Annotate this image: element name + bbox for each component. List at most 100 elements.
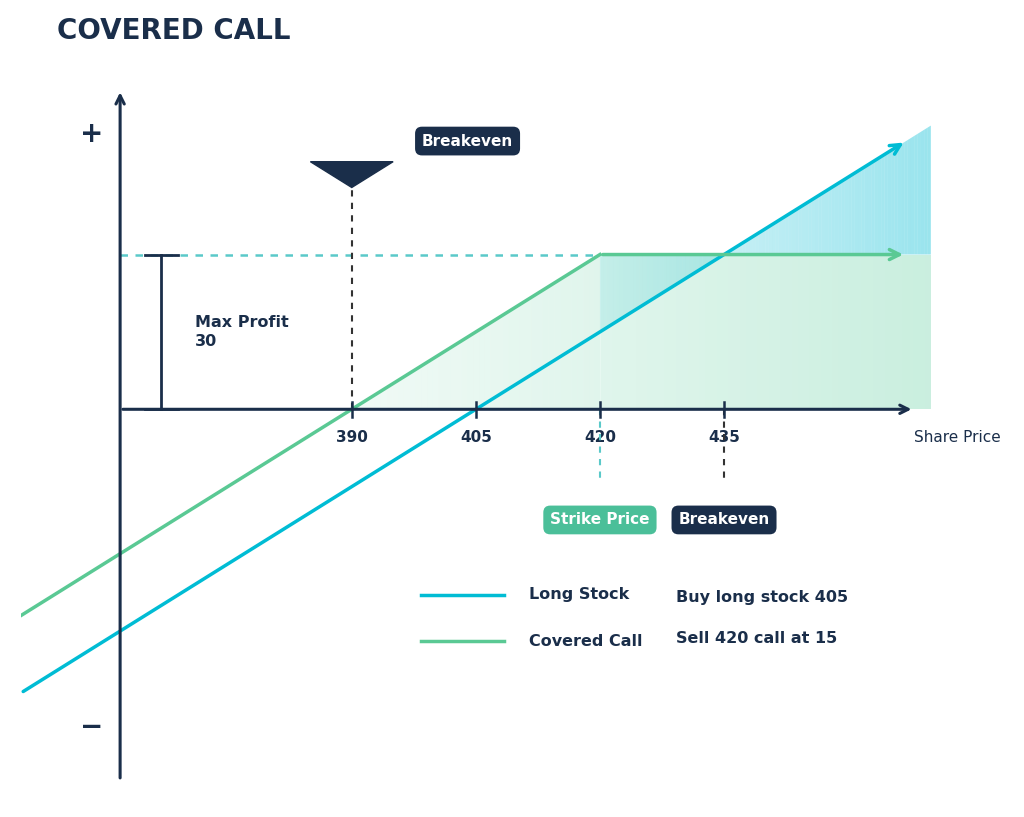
Polygon shape [802,204,805,255]
Polygon shape [864,165,868,255]
Polygon shape [913,255,920,409]
Polygon shape [732,248,735,255]
Polygon shape [364,399,369,409]
Polygon shape [716,255,719,260]
Polygon shape [722,253,726,256]
Polygon shape [427,359,433,409]
Polygon shape [653,255,656,299]
Polygon shape [543,287,549,409]
Polygon shape [473,330,479,409]
Polygon shape [410,369,416,409]
Polygon shape [663,255,667,292]
Polygon shape [812,198,815,255]
Text: Breakeven: Breakeven [422,133,513,149]
Polygon shape [729,249,732,255]
Polygon shape [711,255,717,409]
Polygon shape [357,402,364,409]
Polygon shape [659,255,663,295]
Polygon shape [772,222,775,255]
Polygon shape [606,255,610,328]
Polygon shape [844,255,850,409]
Polygon shape [627,255,630,315]
Polygon shape [610,255,613,326]
Polygon shape [682,255,688,409]
Polygon shape [739,243,742,255]
Polygon shape [925,127,928,255]
Polygon shape [613,255,616,324]
Polygon shape [416,366,421,409]
Polygon shape [885,255,890,409]
Polygon shape [636,255,641,409]
Polygon shape [925,255,931,409]
Polygon shape [872,255,879,409]
Polygon shape [902,255,907,409]
Polygon shape [749,237,753,255]
Polygon shape [920,255,925,409]
Polygon shape [630,255,636,409]
Polygon shape [375,391,381,409]
Polygon shape [831,185,835,255]
Polygon shape [710,255,713,264]
Polygon shape [692,255,696,275]
Polygon shape [769,255,774,409]
Polygon shape [765,226,769,255]
Polygon shape [858,169,861,255]
Polygon shape [821,255,826,409]
Polygon shape [921,130,925,255]
Polygon shape [549,283,554,409]
Polygon shape [554,279,560,409]
Polygon shape [421,363,427,409]
Polygon shape [879,255,885,409]
Polygon shape [630,255,633,314]
Polygon shape [726,252,729,255]
Polygon shape [799,206,802,255]
Polygon shape [310,162,393,187]
Polygon shape [769,225,772,255]
Text: Buy long stock 405: Buy long stock 405 [676,590,848,605]
Polygon shape [689,255,692,276]
Polygon shape [759,231,762,255]
Polygon shape [809,255,815,409]
Polygon shape [653,255,658,409]
Polygon shape [835,183,839,255]
Polygon shape [867,255,872,409]
Polygon shape [646,255,649,303]
Polygon shape [618,255,624,409]
Polygon shape [623,255,627,318]
Polygon shape [788,212,792,255]
Polygon shape [891,148,894,255]
Polygon shape [851,173,855,255]
Polygon shape [890,255,896,409]
Polygon shape [479,326,485,409]
Polygon shape [898,144,901,255]
Polygon shape [821,192,825,255]
Polygon shape [888,150,891,255]
Polygon shape [497,315,503,409]
Polygon shape [468,333,473,409]
Text: Share Price: Share Price [914,430,1001,445]
Polygon shape [578,265,584,409]
Polygon shape [885,153,888,255]
Polygon shape [403,373,410,409]
Polygon shape [825,190,828,255]
Polygon shape [742,241,745,255]
Polygon shape [693,255,699,409]
Polygon shape [686,255,689,279]
Polygon shape [833,255,839,409]
Polygon shape [676,255,679,284]
Polygon shape [786,255,792,409]
Polygon shape [702,255,706,268]
Polygon shape [756,233,759,255]
Polygon shape [828,187,831,255]
Polygon shape [679,255,683,283]
Polygon shape [589,257,595,409]
Polygon shape [855,171,858,255]
Polygon shape [560,275,566,409]
Polygon shape [600,255,603,332]
Polygon shape [856,255,861,409]
Polygon shape [734,255,739,409]
Polygon shape [462,337,468,409]
Polygon shape [911,136,914,255]
Polygon shape [688,255,693,409]
Polygon shape [656,255,659,297]
